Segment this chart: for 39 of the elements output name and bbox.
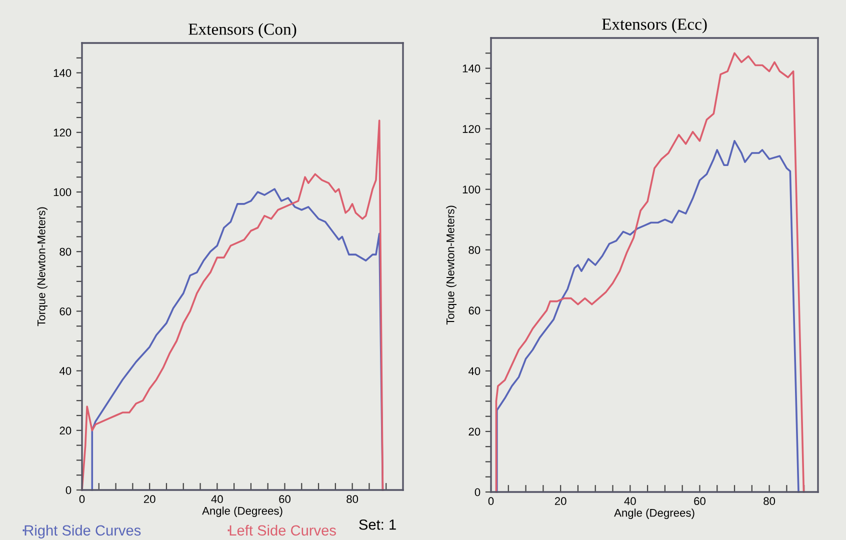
- y-tick-label: 20: [468, 428, 480, 436]
- y-tick-label: 120: [462, 125, 480, 133]
- x-tick-label: 60: [694, 497, 706, 506]
- x-tick-label: 40: [624, 497, 636, 506]
- y-tick-label: 20: [60, 426, 72, 435]
- x-tick-label: 80: [346, 495, 358, 504]
- legend-label: Right Side Curves: [24, 524, 141, 538]
- chart-title: Extensors (Ecc): [602, 18, 707, 34]
- line-series: [81, 120, 384, 491]
- y-tick-label: 80: [60, 248, 72, 256]
- y-tick-label: 80: [468, 246, 480, 254]
- y-axis-title: Torque (Newton-Meters): [446, 206, 456, 325]
- y-tick-label: 120: [54, 128, 72, 137]
- x-tick-label: 80: [764, 497, 776, 506]
- y-tick-label: 140: [462, 64, 480, 72]
- y-tick-label: 100: [54, 188, 72, 196]
- x-tick-label: 40: [211, 495, 223, 504]
- y-axis-title: Torque (Newton-Meters): [37, 207, 48, 326]
- y-tick-label: 0: [66, 486, 72, 494]
- x-tick-label: 20: [554, 497, 566, 506]
- line-series: [495, 52, 805, 493]
- y-tick-label: 100: [462, 186, 480, 194]
- y-tick-label: 60: [60, 307, 72, 316]
- text: Set: 1: [359, 519, 396, 530]
- x-axis-title: Angle (Degrees): [614, 508, 694, 519]
- y-tick-label: 40: [59, 367, 72, 375]
- line-series: [91, 188, 384, 491]
- x-tick-label: 20: [144, 495, 156, 504]
- y-tick-label: 0: [474, 488, 480, 496]
- y-tick-label: 40: [468, 367, 480, 376]
- x-tick-label: 60: [279, 495, 290, 504]
- x-tick-label: 0: [488, 497, 494, 506]
- y-tick-label: 140: [54, 69, 72, 77]
- legend-label: Left Side Curves: [230, 524, 336, 536]
- line-series: [496, 140, 800, 493]
- chart-title: Extensors (Con): [188, 23, 296, 38]
- x-tick-label: 0: [79, 495, 85, 504]
- x-axis-title: Angle (Degrees): [202, 506, 282, 517]
- y-tick-label: 60: [468, 306, 480, 315]
